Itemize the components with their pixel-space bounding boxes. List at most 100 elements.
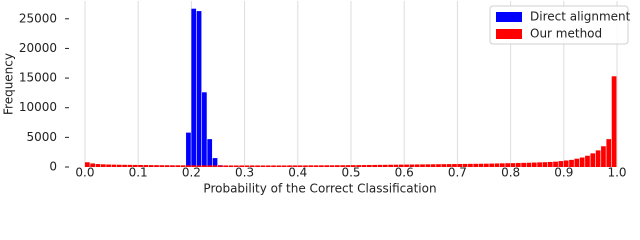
bar	[489, 163, 495, 167]
bar	[351, 165, 356, 167]
x-tick-label: 0.8	[501, 166, 520, 180]
y-tick-label: 15000	[19, 71, 57, 85]
bar	[170, 165, 175, 167]
bar	[537, 162, 542, 167]
x-tick-label: 0.3	[235, 166, 254, 180]
bar	[329, 165, 335, 167]
bar	[308, 165, 314, 167]
legend-box	[489, 5, 629, 45]
bar	[106, 164, 111, 167]
bar	[271, 165, 276, 167]
bar	[260, 165, 266, 167]
bar	[569, 159, 574, 167]
legend-swatch	[496, 12, 522, 22]
bar	[202, 92, 207, 167]
bar	[430, 164, 436, 167]
bar	[212, 165, 218, 167]
y-tick-label: 25000	[19, 11, 57, 25]
bar	[223, 165, 229, 167]
x-tick-label: 0.6	[395, 166, 414, 180]
bar	[255, 165, 260, 167]
bar	[585, 155, 590, 167]
bar	[372, 164, 378, 167]
x-tick-label: 0.4	[288, 166, 307, 180]
bar	[361, 165, 367, 167]
bar	[90, 163, 96, 167]
bar	[340, 165, 346, 167]
bar	[558, 161, 564, 167]
bar	[579, 157, 585, 167]
x-tick-label: 1.0	[607, 166, 626, 180]
bar	[186, 165, 191, 167]
bar	[366, 164, 372, 167]
bar	[414, 164, 420, 167]
bar	[595, 150, 601, 167]
bar	[228, 165, 234, 167]
bar	[84, 162, 90, 167]
bar	[420, 164, 425, 167]
bar	[297, 165, 303, 167]
legend-label: Direct alignment	[530, 10, 631, 24]
bar	[154, 165, 159, 167]
bar	[122, 164, 127, 167]
bar	[446, 164, 452, 167]
bar	[473, 163, 479, 167]
bar	[303, 165, 308, 167]
bar	[217, 165, 223, 167]
bar	[462, 163, 468, 167]
bar	[249, 165, 255, 167]
bar	[404, 164, 409, 167]
bar	[409, 164, 415, 167]
x-tick-label: 0.1	[129, 166, 148, 180]
bar	[457, 163, 463, 167]
chart: Probability of the Correct Classificatio…	[2, 1, 631, 196]
bar	[313, 165, 319, 167]
y-axis-label: Frequency	[2, 53, 16, 115]
bar	[319, 165, 324, 167]
bar	[382, 164, 388, 167]
bar	[207, 165, 213, 167]
bar	[287, 165, 292, 167]
bar	[547, 161, 553, 167]
bar	[207, 139, 213, 167]
bar	[515, 162, 521, 167]
bar	[494, 163, 500, 167]
bar	[100, 164, 106, 167]
y-tick-label: 0	[49, 160, 57, 174]
bar	[425, 164, 431, 167]
x-tick-label: 0.9	[554, 166, 573, 180]
bar	[138, 164, 143, 167]
bar	[95, 164, 101, 167]
bar	[276, 165, 282, 167]
bar	[244, 165, 250, 167]
bar	[186, 132, 191, 167]
bar	[510, 163, 516, 167]
x-tick-label: 0.7	[448, 166, 467, 180]
bar	[175, 165, 181, 167]
legend-swatch	[496, 29, 522, 39]
bar	[484, 163, 489, 167]
bar	[164, 165, 170, 167]
x-axis-label: Probability of the Correct Classificatio…	[203, 182, 436, 196]
bar	[292, 165, 298, 167]
y-tick-label: 5000	[26, 130, 57, 144]
bar	[574, 158, 580, 167]
bar	[265, 165, 271, 167]
bar	[563, 160, 569, 167]
bar	[148, 165, 154, 167]
legend-label: Our method	[530, 27, 602, 41]
bar	[212, 158, 218, 167]
x-tick-label: 0.5	[341, 166, 360, 180]
x-tick-label: 0.0	[75, 166, 94, 180]
bar	[526, 162, 532, 167]
bar	[521, 162, 526, 167]
bar	[478, 163, 484, 167]
bar	[398, 164, 404, 167]
y-tick-label: 10000	[19, 100, 57, 114]
y-tick-label: 20000	[19, 41, 57, 55]
bar	[239, 165, 244, 167]
bar	[233, 165, 239, 167]
bar	[111, 164, 117, 167]
bar	[191, 165, 197, 167]
bar	[127, 164, 133, 167]
